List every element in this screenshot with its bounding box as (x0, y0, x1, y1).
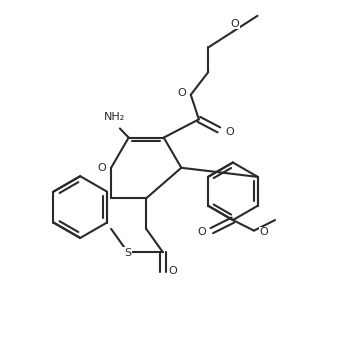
Text: O: O (198, 227, 206, 237)
Text: O: O (260, 227, 268, 237)
Text: O: O (178, 88, 186, 98)
Text: O: O (97, 163, 106, 173)
Text: NH₂: NH₂ (104, 112, 125, 122)
Text: S: S (124, 248, 131, 258)
Text: O: O (169, 266, 178, 276)
Text: O: O (230, 19, 239, 29)
Text: O: O (225, 127, 234, 137)
